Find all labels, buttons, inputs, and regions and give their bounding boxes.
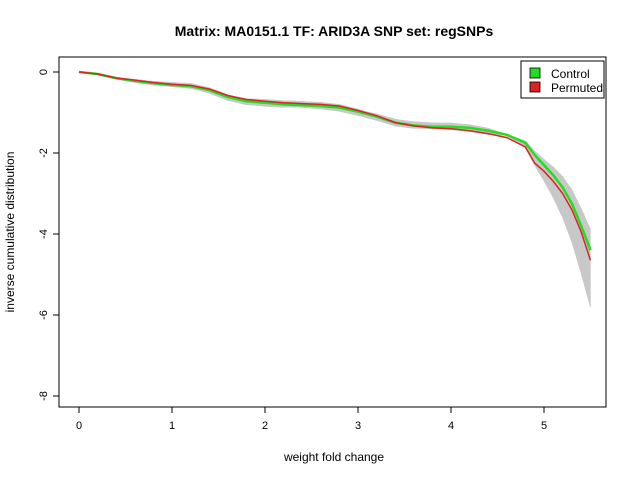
x-tick-label: 4: [448, 420, 454, 432]
permutation-line: [78, 71, 591, 278]
legend-box: [520, 60, 605, 99]
permutation-line: [78, 71, 591, 238]
x-tick-label: 0: [76, 420, 82, 432]
legend: Control Permuted: [520, 60, 605, 99]
permutation-line: [78, 71, 591, 252]
permutation-line: [78, 71, 591, 242]
plot-frame: [58, 56, 607, 408]
series-line-control: [78, 70, 592, 251]
x-tick-label: 1: [169, 420, 175, 432]
permutation-line: [78, 71, 591, 262]
permutation-line: [78, 71, 591, 276]
permutation-line: [78, 71, 591, 280]
x-tick-label: 5: [541, 420, 547, 432]
permutation-line: [78, 71, 591, 231]
y-tick-label: -4: [38, 229, 50, 239]
permutation-line: [78, 71, 591, 244]
permutation-line: [78, 71, 591, 266]
y-tick-label: -8: [38, 391, 50, 401]
y-tick-label: -2: [38, 148, 50, 158]
permutation-line: [78, 71, 591, 264]
legend-swatch-control: [529, 67, 541, 79]
permutation-line: [78, 71, 591, 258]
chart-title: Matrix: MA0151.1 TF: ARID3A SNP set: reg…: [175, 23, 494, 39]
permutation-line: [78, 71, 591, 256]
permutation-line: [78, 71, 591, 260]
permutation-line: [78, 71, 591, 268]
legend-swatch-permuted: [529, 81, 541, 93]
permutation-line: [78, 71, 591, 246]
y-tick-label: 0: [38, 69, 50, 75]
x-tick-label: 3: [355, 420, 361, 432]
permutation-line: [78, 71, 591, 250]
permutation-line: [78, 71, 591, 254]
y-axis: 0 -2 -4 -6 -8: [38, 69, 60, 401]
series-lines: [78, 70, 592, 261]
x-axis: 0 1 2 3 4 5: [76, 406, 547, 432]
permutation-line: [78, 71, 591, 272]
permutation-line: [78, 71, 591, 282]
y-tick-label: -6: [38, 310, 50, 320]
permutation-line: [78, 71, 591, 233]
permutation-line: [78, 71, 591, 235]
permutation-line: [78, 71, 591, 270]
x-axis-label: weight fold change: [283, 450, 384, 464]
y-axis-label: inverse cumulative distribution: [3, 152, 17, 313]
permutation-line: [78, 71, 591, 248]
x-tick-label: 2: [262, 420, 268, 432]
series-line-permuted: [78, 71, 592, 261]
permutation-line: [78, 71, 591, 284]
permutation-line: [78, 71, 591, 237]
permutation-line: [78, 71, 591, 240]
legend-label-control: Control: [551, 67, 590, 81]
legend-label-permuted: Permuted: [551, 81, 603, 95]
permutation-line: [78, 71, 591, 274]
